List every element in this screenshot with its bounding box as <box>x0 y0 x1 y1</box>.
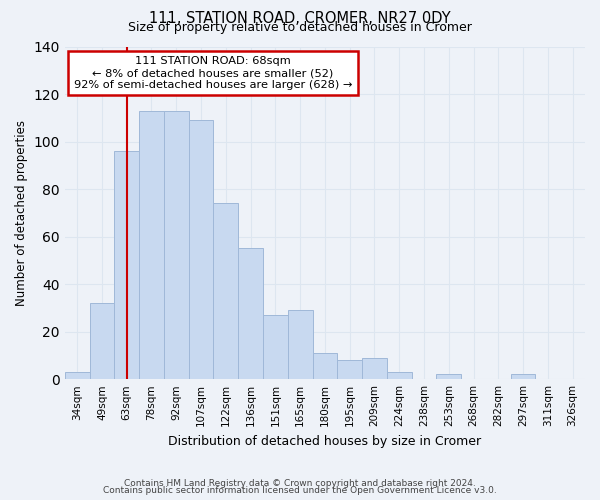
Bar <box>288 310 313 379</box>
Bar <box>387 372 412 379</box>
Text: 111, STATION ROAD, CROMER, NR27 0DY: 111, STATION ROAD, CROMER, NR27 0DY <box>149 11 451 26</box>
Text: 111 STATION ROAD: 68sqm
← 8% of detached houses are smaller (52)
92% of semi-det: 111 STATION ROAD: 68sqm ← 8% of detached… <box>74 56 352 90</box>
Bar <box>313 353 337 379</box>
Bar <box>238 248 263 379</box>
Bar <box>115 151 139 379</box>
Bar <box>164 110 188 379</box>
Bar <box>139 110 164 379</box>
Text: Size of property relative to detached houses in Cromer: Size of property relative to detached ho… <box>128 21 472 34</box>
Bar <box>511 374 535 379</box>
Bar <box>337 360 362 379</box>
Y-axis label: Number of detached properties: Number of detached properties <box>15 120 28 306</box>
Text: Contains public sector information licensed under the Open Government Licence v3: Contains public sector information licen… <box>103 486 497 495</box>
Text: Contains HM Land Registry data © Crown copyright and database right 2024.: Contains HM Land Registry data © Crown c… <box>124 478 476 488</box>
Bar <box>89 303 115 379</box>
Bar <box>65 372 89 379</box>
Bar <box>436 374 461 379</box>
Bar <box>263 315 288 379</box>
Bar <box>362 358 387 379</box>
X-axis label: Distribution of detached houses by size in Cromer: Distribution of detached houses by size … <box>169 434 481 448</box>
Bar <box>188 120 214 379</box>
Bar <box>214 204 238 379</box>
